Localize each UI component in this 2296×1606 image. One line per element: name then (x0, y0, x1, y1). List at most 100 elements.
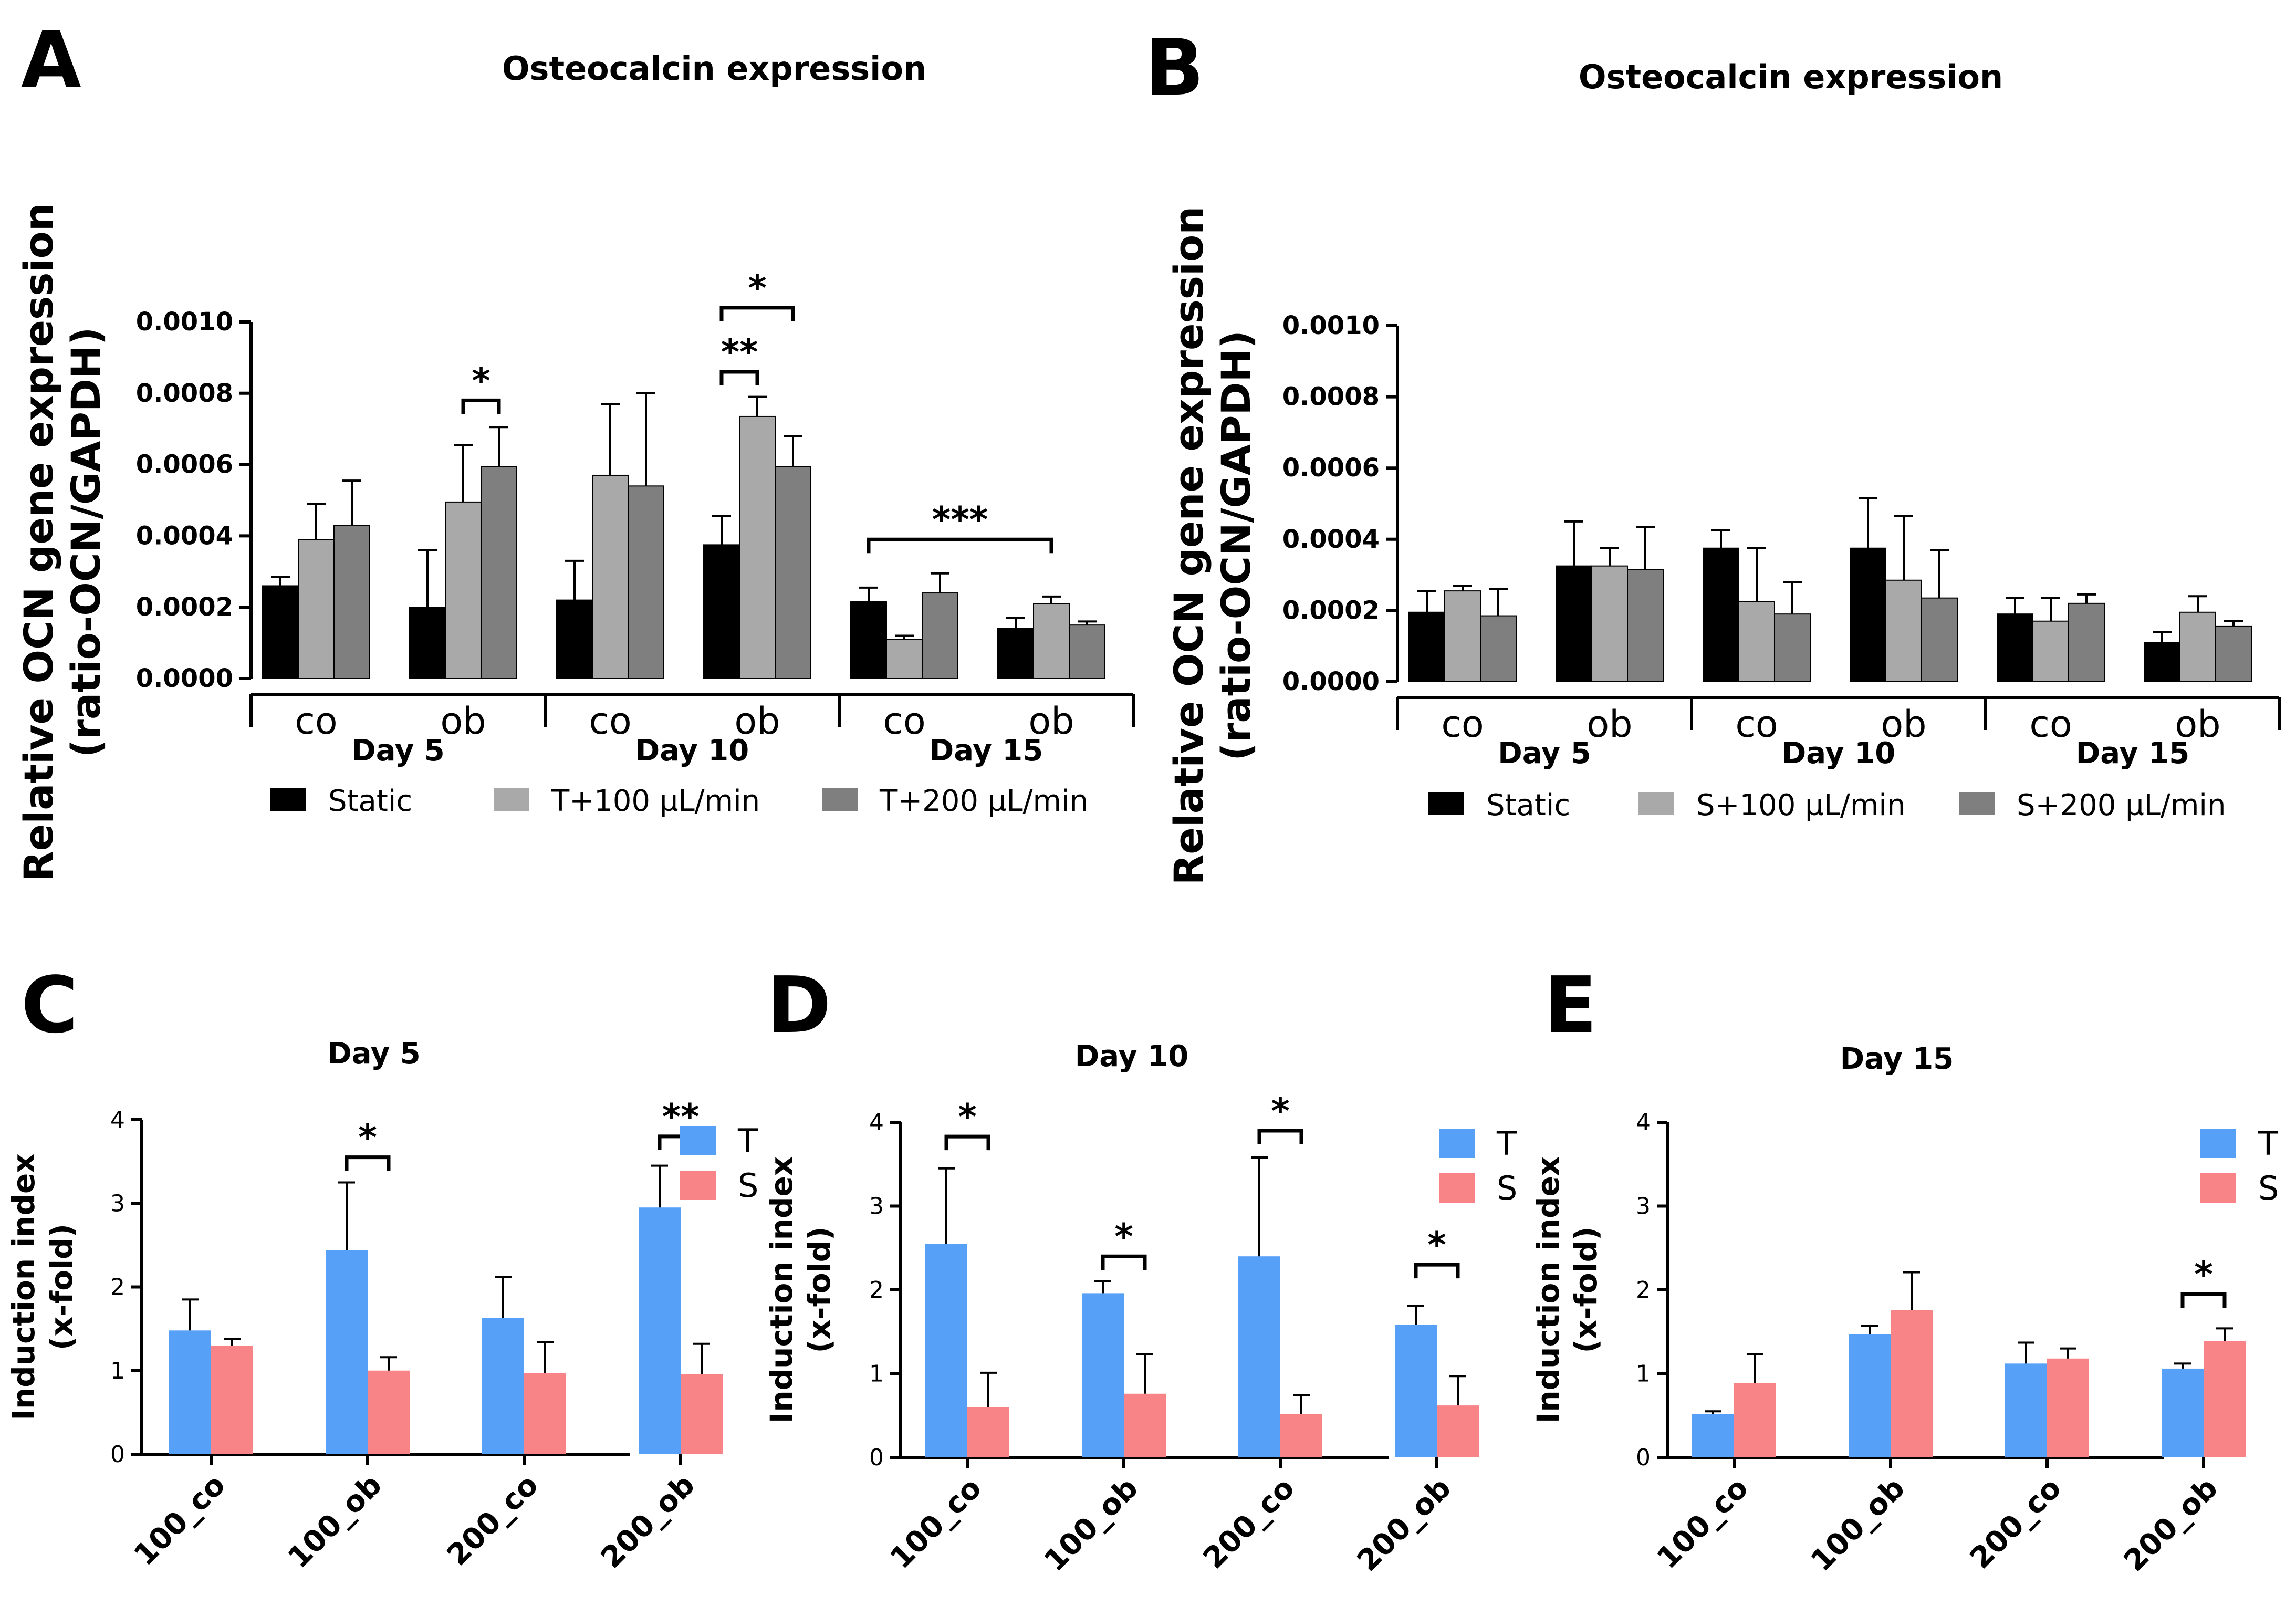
significance-label: * (958, 1097, 977, 1138)
y-axis-label-group: Induction index (x-fold) (1530, 1156, 1604, 1423)
legend-label: S (1497, 1169, 1517, 1207)
significance-bracket (1101, 1254, 1147, 1270)
significance-label: * (1427, 1225, 1446, 1266)
panel-letter-a: A (21, 15, 81, 105)
significance-bracket (2180, 1292, 2227, 1308)
significance-bracket (1414, 1263, 1460, 1279)
bar (1891, 1310, 1933, 1457)
x-category-label: ob (2175, 703, 2220, 746)
y-tick-label: 1 (869, 1361, 884, 1388)
bar (556, 599, 593, 679)
bar (169, 1330, 211, 1454)
chart-d: Day 10 Induction index (x-fold) 0 1 2 3 4 100_co… (764, 1039, 1517, 1578)
y-tick-label: 4 (1636, 1109, 1651, 1136)
bar (1849, 1334, 1891, 1457)
bar (925, 1244, 967, 1457)
bar (1703, 547, 1739, 682)
bar (1850, 547, 1886, 682)
x-category-label: co (589, 700, 631, 743)
y-tick-label: 3 (1636, 1193, 1651, 1220)
y-tick-label: 4 (869, 1109, 884, 1136)
chart-e: Day 15 Induction index (x-fold) 0 1 2 3 4 100_co… (1530, 1042, 2279, 1578)
bar (850, 601, 887, 680)
day-label: Day 15 (930, 734, 1043, 768)
bar (1627, 569, 1664, 683)
legend-swatch (1428, 792, 1464, 815)
day-label: Day 5 (1498, 736, 1591, 770)
y-tick-label: 0.0004 (1282, 525, 1380, 554)
significance-label: * (1114, 1216, 1133, 1258)
chart-a: Osteocalcin expression Relative OCN gene … (15, 49, 1135, 882)
legend-swatch (2200, 1129, 2236, 1158)
legend-label: S (2258, 1169, 2279, 1207)
legend-swatch (494, 788, 529, 811)
y-tick-label: 0.0002 (1282, 596, 1380, 625)
y-tick-label: 1 (110, 1358, 125, 1384)
legend-swatch (1439, 1173, 1475, 1203)
bar (1692, 1414, 1734, 1457)
y-axis-label-group: Relative OCN gene expression (ratio-OCN/G… (15, 203, 109, 882)
x-category-label: 200_co (441, 1468, 545, 1572)
bar (482, 1318, 524, 1454)
y-axis-label-group: Induction index (x-fold) (764, 1156, 837, 1423)
bar (2032, 620, 2069, 682)
bar (1738, 601, 1775, 682)
bar (262, 585, 299, 679)
chart-b: Osteocalcin expression Relative OCN gene … (1165, 58, 2281, 885)
bar (1921, 597, 1958, 683)
y-tick-label: 0.0000 (136, 664, 233, 693)
chart-title: Day 10 (1075, 1039, 1188, 1073)
bar (2144, 642, 2180, 683)
x-category-label: ob (1587, 703, 1632, 746)
bar (1734, 1383, 1776, 1457)
significance-bracket (944, 1134, 990, 1151)
y-tick-label: 0.0010 (1282, 311, 1380, 340)
y-tick-label: 2 (1636, 1277, 1651, 1303)
significance-label: * (2194, 1254, 2213, 1296)
legend-label: T (1496, 1124, 1517, 1163)
legend-label: S+100 µL/min (1696, 788, 1905, 822)
bar (997, 628, 1034, 679)
day-label: Day 10 (1782, 736, 1895, 770)
y-tick-label: 0.0008 (1282, 382, 1380, 412)
x-category-label: co (883, 700, 925, 743)
panel-letter-e: E (1544, 960, 1597, 1050)
bar (1082, 1293, 1124, 1457)
bar (1774, 613, 1811, 683)
significance-bracket (461, 398, 501, 414)
significance-label: ** (721, 332, 758, 373)
legend-label: S+200 µL/min (2017, 788, 2226, 822)
y-tick-label: 0.0010 (136, 307, 233, 337)
bar (1556, 565, 1592, 683)
y-tick-label: 1 (1636, 1361, 1651, 1388)
bar (681, 1374, 723, 1454)
y-tick-label: 0 (110, 1441, 125, 1468)
y-axis-label-sub: (ratio-OCN/GAPDH) (62, 327, 109, 758)
bar (2204, 1341, 2246, 1457)
legend-swatch (2200, 1173, 2236, 1203)
x-category-label: co (1735, 703, 1778, 746)
chart-c: Day 5 Induction index (x-fold) 0 1 2 3 4 100_co 1… (6, 1037, 758, 1575)
x-category-label: 100_co (1651, 1471, 1755, 1576)
x-category-label: 100_co (128, 1468, 232, 1572)
y-tick-label: 3 (110, 1190, 125, 1217)
significance-label: * (358, 1118, 377, 1159)
legend-label: S (738, 1166, 758, 1205)
bar (481, 465, 517, 679)
bar (2162, 1368, 2204, 1457)
chart-title: Day 5 (327, 1037, 421, 1071)
bar (1395, 1325, 1437, 1457)
bar (298, 539, 335, 679)
y-tick-label: 0.0008 (136, 379, 233, 408)
legend-swatch (1959, 792, 1995, 815)
legend-label: T (2258, 1124, 2279, 1163)
x-category-label: co (1441, 703, 1484, 746)
significance-bracket (1257, 1129, 1303, 1144)
bar (2068, 602, 2105, 682)
day-label: Day 15 (2076, 736, 2189, 770)
bar (333, 525, 370, 680)
bar (592, 474, 629, 679)
bar (628, 485, 664, 680)
bar (922, 592, 958, 680)
